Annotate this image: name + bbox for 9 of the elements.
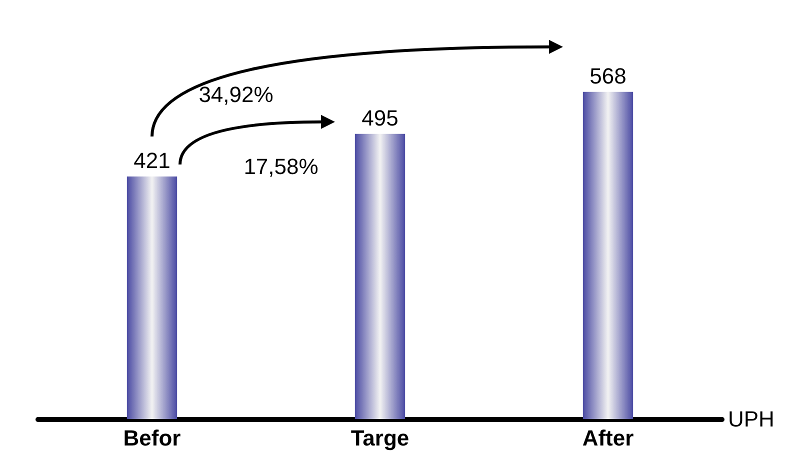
annotation: 34,92% bbox=[198, 82, 274, 107]
data-label: 568 bbox=[590, 63, 626, 88]
x-tick-label: Befor bbox=[123, 426, 182, 450]
x-tick-label: Targe bbox=[350, 426, 410, 450]
x-axis-title: UPH bbox=[728, 406, 774, 432]
data-label: 421 bbox=[134, 148, 170, 174]
data-label: 495 bbox=[362, 105, 398, 130]
x-tick-label: After bbox=[582, 426, 634, 450]
annotation: 17,58% bbox=[244, 154, 318, 179]
